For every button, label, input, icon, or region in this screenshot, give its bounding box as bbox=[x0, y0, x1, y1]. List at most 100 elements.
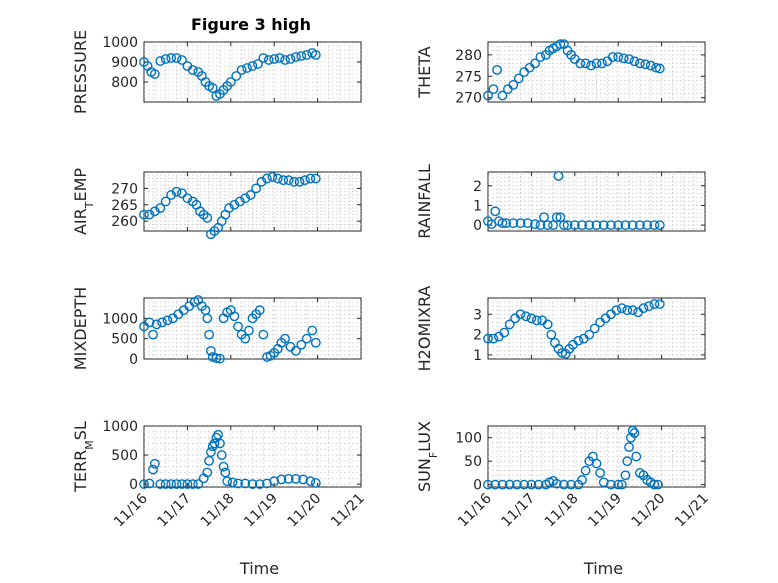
data-point bbox=[526, 313, 537, 324]
x-axis-label: Time bbox=[583, 559, 623, 578]
data-point bbox=[224, 203, 234, 213]
x-tick-label: 11/17 bbox=[154, 491, 194, 531]
data-point bbox=[497, 479, 508, 490]
data-point bbox=[242, 63, 252, 73]
data-point bbox=[597, 58, 607, 69]
subplot-mixdepth: 0 500 1000 MIXDEPTH bbox=[71, 287, 362, 370]
y-tick-label: 3 bbox=[473, 307, 482, 323]
data-point bbox=[236, 65, 247, 75]
subplot-rainfall: 0 1 2 RAINFALL bbox=[415, 164, 706, 239]
data-point bbox=[216, 450, 227, 460]
data-point bbox=[591, 220, 602, 231]
data-point bbox=[160, 479, 171, 489]
data-point bbox=[553, 171, 564, 181]
data-point bbox=[280, 333, 290, 344]
data-point bbox=[618, 53, 629, 64]
data-point bbox=[177, 55, 187, 65]
data-point bbox=[584, 329, 595, 340]
data-point bbox=[530, 219, 540, 230]
data-point bbox=[624, 54, 634, 65]
data-point bbox=[629, 428, 640, 438]
data-point bbox=[627, 425, 638, 436]
data-point bbox=[555, 212, 566, 223]
data-point bbox=[483, 479, 493, 490]
x-tick-label: 11/19 bbox=[585, 491, 625, 531]
plot-area bbox=[143, 41, 362, 103]
data-point bbox=[522, 218, 533, 229]
data-point bbox=[144, 317, 155, 328]
data-point bbox=[256, 176, 267, 187]
data-point bbox=[233, 321, 243, 332]
data-point bbox=[139, 479, 149, 489]
data-point bbox=[645, 60, 656, 71]
data-point bbox=[620, 220, 631, 231]
data-point bbox=[269, 54, 280, 64]
data-point bbox=[642, 220, 653, 231]
data-point bbox=[501, 218, 511, 229]
data-point bbox=[310, 337, 321, 348]
data-point bbox=[591, 58, 602, 69]
data-point bbox=[149, 458, 160, 469]
data-point bbox=[296, 51, 307, 61]
data-point bbox=[269, 476, 280, 487]
data-point bbox=[206, 345, 216, 356]
y-tick-label: 1000 bbox=[102, 35, 138, 51]
data-point bbox=[488, 84, 499, 95]
figure-title: Figure 3 high bbox=[191, 15, 311, 34]
data-point bbox=[263, 55, 274, 65]
data-point bbox=[589, 323, 600, 334]
data-point bbox=[492, 64, 502, 75]
data-point bbox=[542, 319, 553, 330]
y-axis-label: PRESSURE bbox=[71, 30, 90, 114]
data-point bbox=[280, 55, 290, 65]
data-point bbox=[635, 220, 645, 231]
data-point bbox=[225, 77, 236, 87]
data-point bbox=[187, 65, 198, 75]
data-point bbox=[157, 317, 167, 328]
data-point bbox=[171, 186, 182, 197]
x-tick-label: 11/16 bbox=[111, 490, 151, 530]
plot-area bbox=[143, 425, 362, 488]
y-tick-label: 2 bbox=[473, 179, 482, 195]
data-point bbox=[290, 473, 301, 484]
data-point bbox=[253, 59, 263, 69]
data-point bbox=[644, 301, 654, 312]
y-tick-label: 1 bbox=[473, 348, 482, 364]
data-point bbox=[240, 478, 251, 489]
data-point bbox=[539, 212, 549, 223]
data-point bbox=[586, 60, 596, 71]
data-point bbox=[569, 220, 580, 231]
data-point bbox=[234, 196, 245, 207]
data-point bbox=[247, 479, 258, 489]
data-point bbox=[497, 90, 508, 101]
data-point bbox=[218, 461, 229, 472]
data-point bbox=[243, 325, 254, 336]
y-tick-label: 50 bbox=[464, 454, 482, 470]
y-tick-label: 2 bbox=[473, 328, 482, 344]
data-point bbox=[139, 209, 149, 220]
subplot-terr-msl: 0 500 1000 TERRMSL 11/16 11/17 11/18 11/19 11/20… bbox=[71, 419, 368, 578]
x-tick-label: 11/18 bbox=[198, 491, 238, 531]
y-tick-label: 265 bbox=[111, 198, 138, 214]
data-point bbox=[515, 218, 526, 229]
data-point bbox=[202, 467, 213, 478]
x-tick-label: 11/21 bbox=[672, 491, 712, 531]
data-point bbox=[229, 311, 240, 322]
x-tick-label: 11/16 bbox=[455, 490, 495, 530]
data-point bbox=[488, 333, 499, 344]
data-point bbox=[290, 52, 301, 62]
data-point bbox=[258, 53, 269, 63]
data-point bbox=[278, 175, 289, 186]
data-point bbox=[310, 50, 321, 60]
data-point bbox=[272, 173, 283, 184]
data-point bbox=[624, 442, 634, 453]
data-point bbox=[229, 199, 240, 210]
data-point bbox=[649, 220, 660, 231]
data-point bbox=[182, 193, 193, 204]
data-point bbox=[233, 478, 243, 489]
y-tick-label: 0 bbox=[129, 352, 138, 368]
y-tick-label: 275 bbox=[455, 69, 482, 85]
data-point bbox=[606, 220, 616, 231]
